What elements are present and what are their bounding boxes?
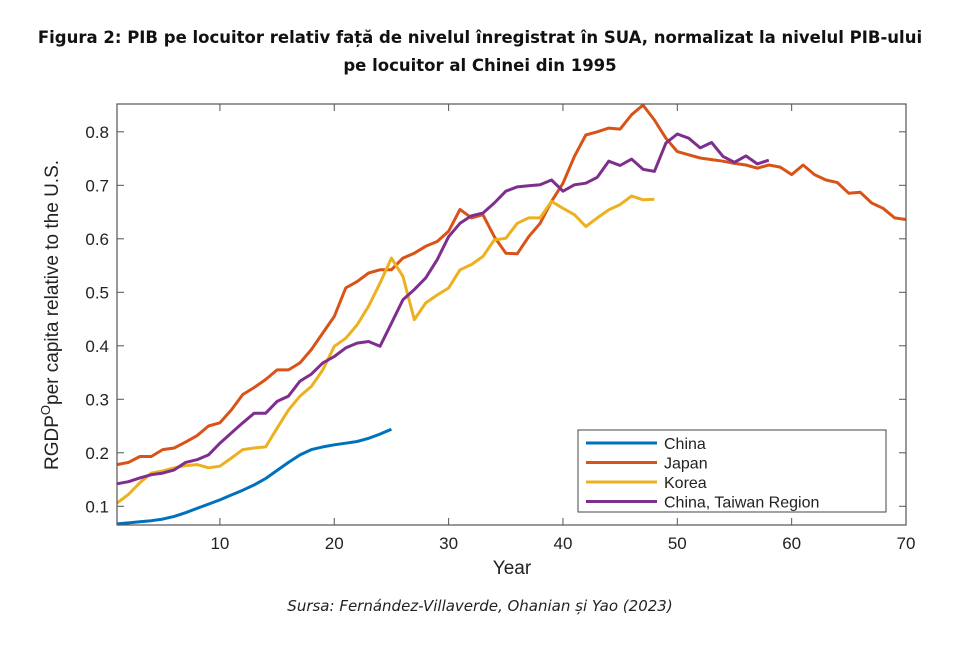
legend-label: China xyxy=(664,436,706,453)
y-tick-label: 0.4 xyxy=(85,337,109,356)
x-tick-label: 30 xyxy=(439,534,458,553)
y-axis-label-main: RGDP xyxy=(42,415,63,470)
x-tick-label: 20 xyxy=(325,534,344,553)
y-axis-label: RGDPOper capita relative to the U.S. xyxy=(38,160,63,470)
legend-label: Korea xyxy=(664,475,707,492)
legend-label: China, Taiwan Region xyxy=(664,495,819,512)
series-line-china-taiwan-region xyxy=(116,132,770,486)
y-tick-label: 0.3 xyxy=(85,390,109,409)
x-tick-label: 60 xyxy=(782,534,801,553)
x-tick-label: 50 xyxy=(668,534,687,553)
series-line-china xyxy=(116,427,392,526)
x-tick-label: 40 xyxy=(553,534,572,553)
figure-title-line1: Figura 2: PIB pe locuitor relativ față d… xyxy=(37,28,923,47)
series-line-japan xyxy=(116,103,907,467)
source-note: Sursa: Fernández-Villaverde, Ohanian și … xyxy=(287,597,673,615)
y-axis-label-sup: O xyxy=(38,405,53,415)
line-chart: 10 20 30 40 50 60 70 0.1 0.2 0.3 0.4 0.5 0.6 0.7 0.8 Y… xyxy=(38,103,916,579)
x-axis-label: Year xyxy=(493,558,532,579)
y-tick-label: 0.2 xyxy=(85,444,109,463)
y-tick-label: 0.8 xyxy=(85,123,109,142)
y-axis-label-rest: per capita relative to the U.S. xyxy=(42,160,63,405)
x-tick-label: 10 xyxy=(210,534,229,553)
legend-label: Japan xyxy=(664,456,708,473)
y-tick-label: 0.7 xyxy=(85,176,109,195)
figure-title-line2: pe locuitor al Chinei din 1995 xyxy=(343,56,617,75)
legend: China Japan Korea China, Taiwan Region xyxy=(577,429,887,513)
y-tick-label: 0.5 xyxy=(85,283,109,302)
y-tick-label: 0.6 xyxy=(85,230,109,249)
x-tick-label: 70 xyxy=(897,534,916,553)
series-line-korea xyxy=(116,194,655,505)
plot-area-border xyxy=(116,103,907,526)
y-tick-label: 0.1 xyxy=(85,497,109,516)
